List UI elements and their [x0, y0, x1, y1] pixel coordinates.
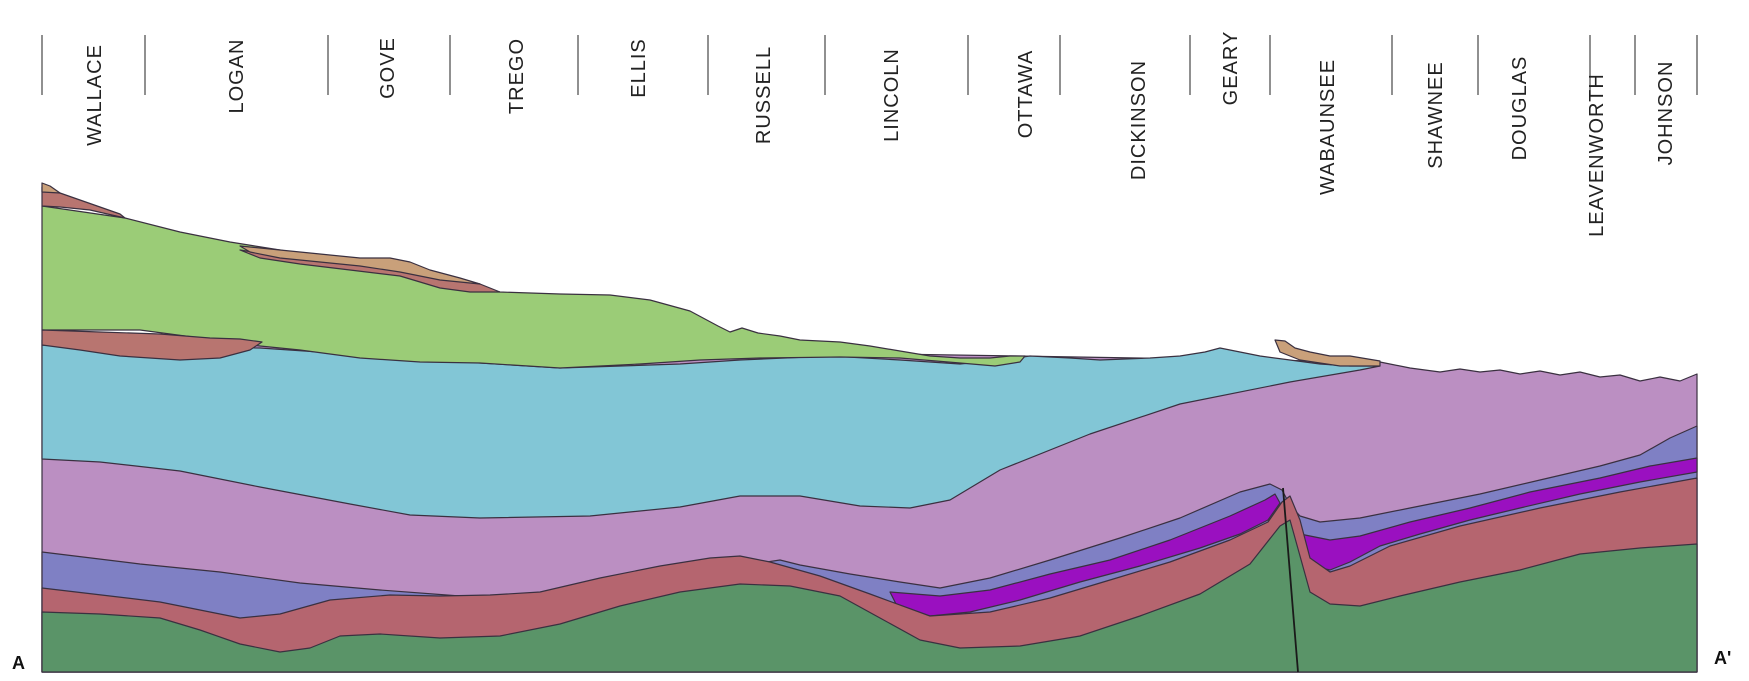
- county-label-douglas: DOUGLAS: [1509, 56, 1531, 161]
- basement-unit: [41, 519, 1698, 673]
- county-label-wabaunsee: WABAUNSEE: [1317, 59, 1339, 195]
- section-end-label: A': [1714, 648, 1731, 668]
- thin-red-west-bed: [41, 329, 263, 361]
- tan-cap-west: [41, 182, 61, 194]
- county-boundaries: [41, 35, 1698, 95]
- county-label-lincoln: LINCOLN: [881, 48, 903, 142]
- section-start-label: A: [12, 653, 25, 673]
- county-label-leavenworth: LEAVENWORTH: [1586, 73, 1608, 237]
- fault-line: [1282, 487, 1299, 673]
- county-label-ellis: ELLIS: [628, 38, 650, 97]
- county-label-johnson: JOHNSON: [1655, 61, 1677, 166]
- county-label-wallace: WALLACE: [84, 44, 106, 146]
- county-label-gove: GOVE: [377, 37, 399, 99]
- purple-unit: [889, 457, 1698, 617]
- county-label-geary: GEARY: [1220, 31, 1242, 106]
- county-label-logan: LOGAN: [226, 38, 248, 113]
- county-label-russell: RUSSELL: [753, 46, 775, 144]
- county-label-trego: TREGO: [506, 38, 528, 114]
- county-label-ottawa: OTTAWA: [1015, 50, 1037, 139]
- county-labels: WALLACE LOGAN GOVE TREGO ELLIS RUSSELL L…: [84, 31, 1677, 237]
- red-cap-west: [41, 186, 126, 219]
- tan-cap-wabaunsee: [1274, 339, 1381, 367]
- geologic-units: [41, 182, 1698, 673]
- county-label-shawnee: SHAWNEE: [1425, 61, 1447, 168]
- tan-cap-logan: [239, 245, 481, 285]
- county-label-dickinson: DICKINSON: [1128, 60, 1150, 180]
